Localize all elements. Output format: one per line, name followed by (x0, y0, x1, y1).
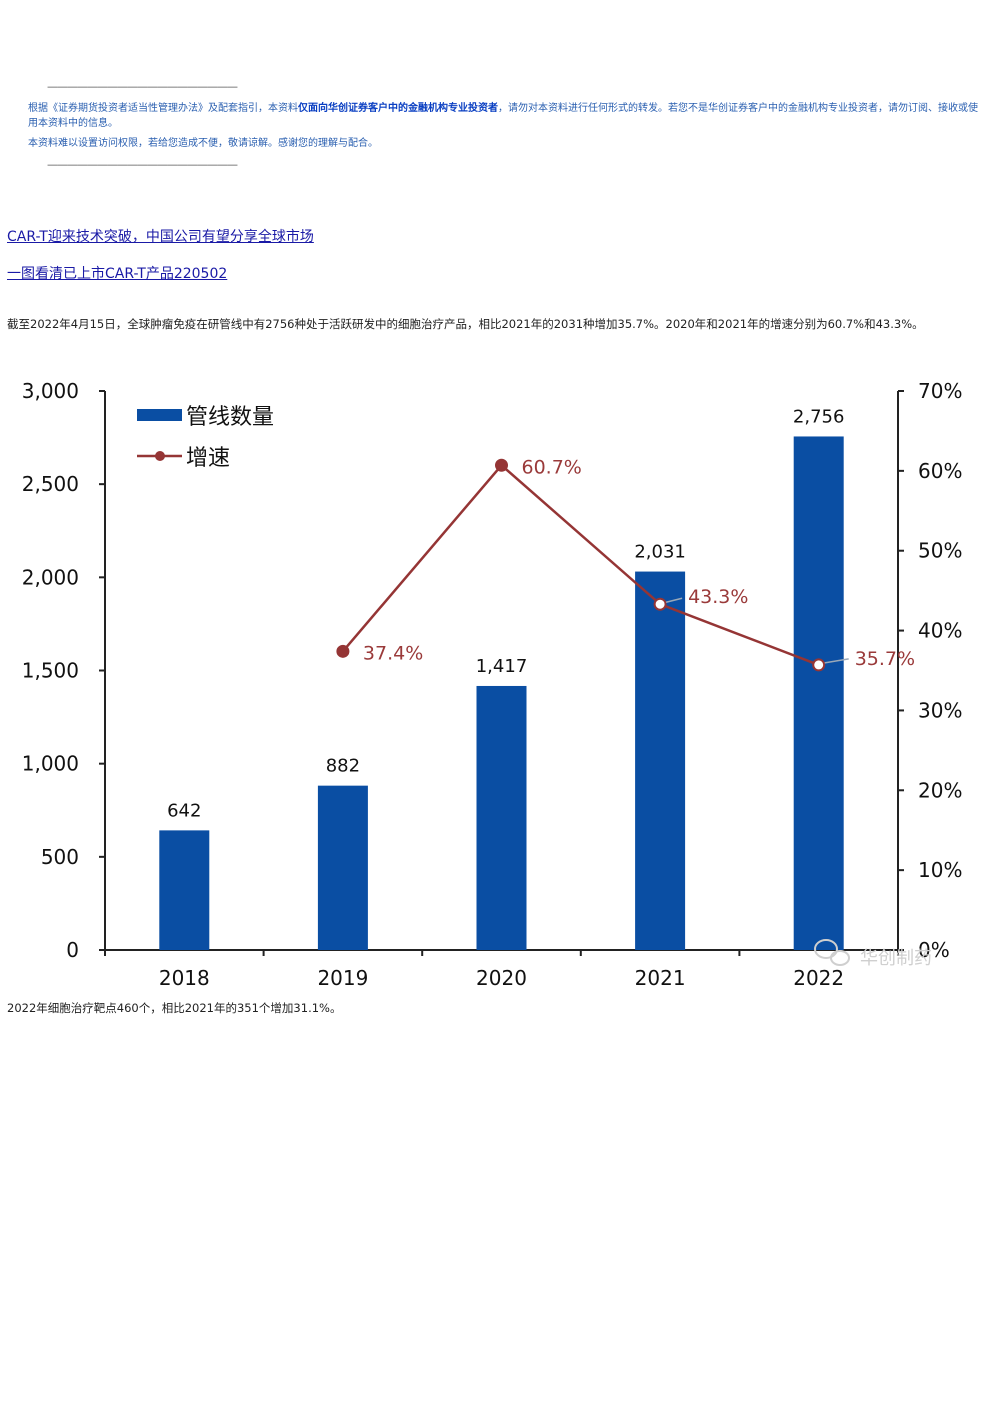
chart-axes: 0 500 1,000 1,500 2,000 2,500 3,000 0% 10% 20% 30%… (22, 379, 963, 990)
wechat-icon-small-bubble (830, 950, 850, 966)
label-leader-line (824, 658, 849, 664)
right-axis-tick-label: 0% (918, 938, 950, 962)
growth-rate-point (653, 597, 667, 611)
notice-p1-suffix: ，请勿对本资料进行任何形式的转发。若您不是华创证券客户中的金融机构专业投资者，请… (28, 103, 978, 129)
left-axis-tick-label: 0 (66, 938, 79, 962)
growth-rate-label: 35.7% (855, 648, 915, 670)
right-axis-tick-label: 40% (918, 619, 962, 643)
right-axis-tick-label: 60% (918, 459, 962, 483)
notice-paragraph-1: 根据《证券期货投资者适当性管理办法》及配套指引，本资料仅面向华创证券客户中的金融… (7, 101, 985, 131)
after-chart-paragraph: 2022年细胞治疗靶点460个，相比2021年的351个增加31.1%。 (7, 1001, 342, 1015)
x-axis-tick-label: 2018 (159, 966, 210, 990)
label-leader-line (665, 597, 683, 603)
bar-series: 642 882 1,417 2,031 2,756 (159, 406, 844, 950)
left-axis-tick-label: 1,000 (22, 752, 79, 776)
bar-2022 (793, 436, 844, 950)
compliance-notice: 根据《证券期货投资者适当性管理办法》及配套指引，本资料仅面向华创证券客户中的金融… (7, 101, 985, 151)
bar-2020 (476, 685, 527, 950)
growth-rate-label: 43.3% (688, 586, 748, 608)
right-axis-tick-label: 20% (918, 778, 962, 802)
bar-data-label: 2,756 (793, 406, 845, 427)
bar-2021 (635, 571, 686, 950)
x-axis-tick-label: 2021 (635, 966, 686, 990)
growth-rate-label: 37.4% (363, 642, 423, 664)
legend-bar-label: 管线数量 (186, 405, 274, 430)
bar-data-label: 642 (167, 800, 201, 821)
left-axis-tick-label: 2,500 (22, 472, 79, 496)
watermark-text: 华创制药 (860, 948, 932, 969)
pipeline-growth-chart: 0 500 1,000 1,500 2,000 2,500 3,000 0% 10% 20% 30%… (22, 379, 963, 990)
left-axis-tick-label: 1,500 (22, 659, 79, 683)
legend-bar-swatch (137, 409, 182, 421)
notice-p1-prefix: 根据《证券期货投资者适当性管理办法》及配套指引，本资料 (28, 103, 298, 114)
bar-2019 (317, 785, 368, 950)
bottom-divider: ——————————————————— (47, 158, 238, 171)
bar-data-label: 2,031 (634, 542, 686, 563)
right-axis-tick-label: 70% (918, 379, 962, 403)
x-axis-tick-label: 2019 (317, 966, 368, 990)
growth-rate-point (336, 644, 350, 658)
wechat-icon (814, 939, 838, 959)
left-axis-tick-label: 3,000 (22, 379, 79, 403)
growth-rate-point (812, 658, 826, 672)
x-axis-tick-label: 2020 (476, 966, 527, 990)
notice-p1-bold: 仅面向华创证券客户中的金融机构专业投资者 (298, 103, 498, 114)
right-axis-tick-label: 50% (918, 539, 962, 563)
line-series: 37.4% 60.7% 43.3% 35.7% (336, 456, 915, 672)
top-divider: ——————————————————— (47, 80, 238, 93)
bar-data-label: 882 (326, 756, 360, 777)
x-axis-tick-label: 2022 (793, 966, 844, 990)
left-axis-tick-label: 2,000 (22, 565, 79, 589)
legend-line-label: 增速 (186, 446, 230, 471)
left-axis-tick-label: 500 (41, 845, 79, 869)
watermark: 华创制药 (814, 939, 932, 969)
article-link-cart-products[interactable]: 一图看清已上市CAR-T产品220502 (7, 266, 228, 282)
growth-rate-point (495, 458, 508, 472)
bar-2018 (159, 830, 210, 950)
legend-line-marker (155, 451, 165, 461)
intro-paragraph: 截至2022年4月15日，全球肿瘤免疫在研管线中有2756种处于活跃研发中的细胞… (7, 317, 924, 331)
growth-rate-label: 60.7% (522, 456, 582, 478)
right-axis-tick-label: 30% (918, 698, 962, 722)
bar-data-label: 1,417 (476, 656, 528, 677)
growth-rate-line (341, 463, 820, 667)
notice-paragraph-2: 本资料难以设置访问权限，若给您造成不便，敬请谅解。感谢您的理解与配合。 (28, 138, 378, 149)
right-axis-tick-label: 10% (918, 858, 962, 882)
article-link-cart-breakthrough[interactable]: CAR-T迎来技术突破，中国公司有望分享全球市场 (7, 229, 314, 245)
